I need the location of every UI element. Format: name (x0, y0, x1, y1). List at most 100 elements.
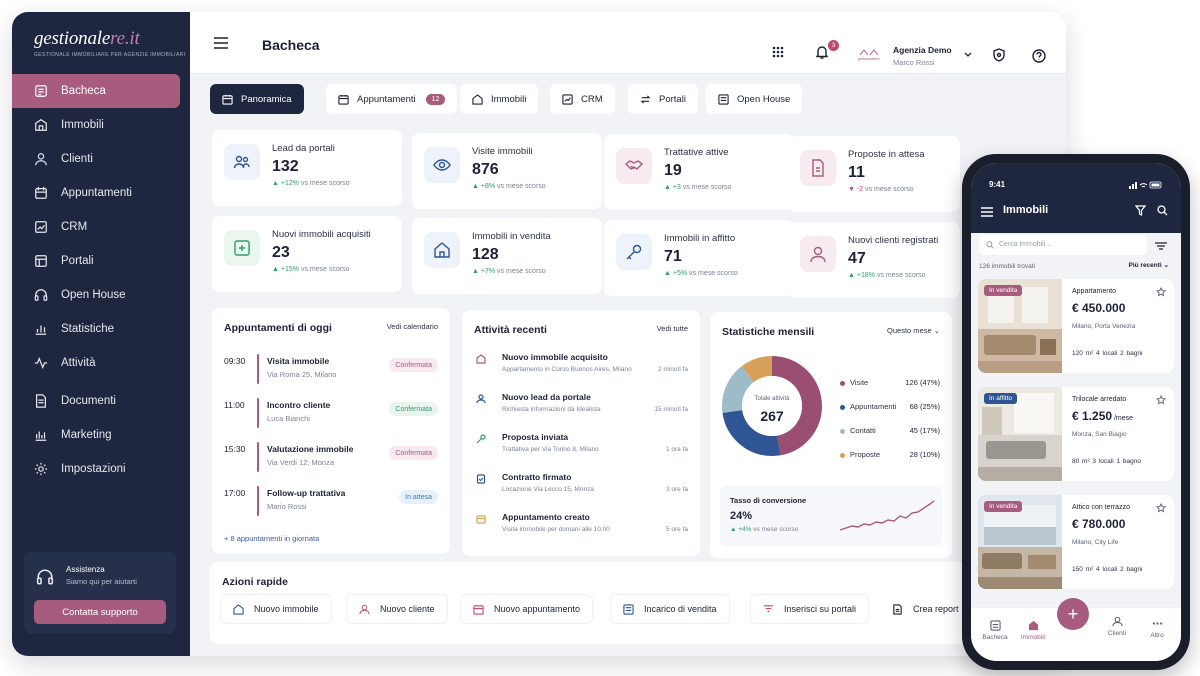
brand-tagline: GESTIONALE IMMOBILIARE PER AGENZIE IMMOB… (34, 52, 186, 58)
create-report-button[interactable]: Crea report (880, 594, 971, 624)
activity-row[interactable]: Proposta inviata Trattativa per Via Tori… (474, 432, 688, 464)
sidebar-item-documenti[interactable]: Documenti (12, 384, 190, 418)
status-badge: Confermata (389, 446, 438, 460)
calendar-icon (222, 94, 233, 105)
document-icon (476, 474, 486, 484)
kpi-card[interactable]: Proposte in attesa 11 ▼ -2 vs mese scors… (788, 136, 960, 212)
listing-card[interactable]: In affitto Trilocale arredato € 1.250 /m… (978, 387, 1174, 481)
marketing-icon (35, 431, 47, 441)
sidebar-item-impostazioni[interactable]: Impostazioni (12, 452, 190, 486)
activity-row[interactable]: Nuovo lead da portale Richiesta informaz… (474, 392, 688, 424)
calendar-icon (476, 515, 486, 524)
star-icon[interactable] (1156, 287, 1166, 297)
sidebar-item-crm[interactable]: CRM (12, 210, 190, 244)
kpi-card[interactable]: Nuovi clienti registrati 47 ▲ +18% vs me… (788, 222, 960, 298)
home-icon (1028, 620, 1038, 631)
quick-actions: Azioni rapide Nuovo immobile Nuovo clien… (210, 562, 1046, 644)
sort-dropdown[interactable]: Più recenti ⌄ (1128, 262, 1170, 269)
view-all-link[interactable]: Vedi tutte (656, 324, 688, 333)
tab-portali[interactable]: Portali (628, 84, 698, 114)
menu-icon[interactable] (214, 37, 228, 49)
appointment-time: 15:30 (224, 444, 246, 454)
search-input[interactable]: Cerca immobili... (979, 235, 1147, 255)
stats-card: Statistiche mensili Questo mese ⌄ Totale… (710, 312, 952, 558)
kpi-card[interactable]: Immobili in affitto 71 ▲ +5% vs mese sco… (604, 220, 794, 296)
help-icon[interactable] (1032, 49, 1046, 63)
conversion-value: 24% (730, 510, 753, 522)
appointment-row[interactable]: 17:00 Follow-up trattativa Mario Rossi I… (224, 486, 438, 522)
search-icon[interactable] (1157, 205, 1168, 216)
activity-row[interactable]: Appuntamento creato Visita immobile per … (474, 512, 688, 544)
tab-panoramica[interactable]: Panoramica (210, 84, 304, 114)
kpi-card[interactable]: Lead da portali 132 ▲ +12% vs mese scors… (212, 130, 402, 206)
appointment-title: Incontro cliente (267, 400, 331, 410)
tab-immobili[interactable]: Immobili (460, 84, 539, 114)
kpi-card[interactable]: Visite immobili 876 ▲ +8% vs mese scorso (412, 133, 602, 209)
phone-nav-bacheca[interactable]: Bacheca (977, 620, 1013, 641)
sidebar-item-clienti[interactable]: Clienti (12, 142, 190, 176)
property-photo (978, 387, 1062, 481)
sidebar-item-attivita[interactable]: Attività (12, 346, 190, 380)
crm-icon (35, 221, 47, 233)
listing-badge: In affitto (984, 393, 1018, 404)
appointment-row[interactable]: 09:30 Visita immobile Via Roma 25, Milan… (224, 354, 438, 390)
phone-nav-clienti[interactable]: Clienti (1099, 616, 1135, 637)
sidebar-item-appuntamenti[interactable]: Appuntamenti (12, 176, 190, 210)
user-icon (800, 236, 836, 272)
sliders-icon[interactable] (1155, 241, 1167, 251)
tab-crm[interactable]: CRM (550, 84, 615, 114)
kpi-card[interactable]: Nuovi immobili acquisiti 23 ▲ +15% vs me… (212, 216, 402, 292)
sidebar-item-portali[interactable]: Portali (12, 244, 190, 278)
dashboard-icon (35, 85, 47, 97)
shield-icon[interactable] (992, 48, 1006, 62)
agency-name[interactable]: Agenzia Demo (893, 45, 952, 55)
publish-portals-button[interactable]: Inserisci su portali (750, 594, 870, 624)
sidebar-item-marketing[interactable]: Marketing (12, 418, 190, 452)
kpi-card[interactable]: Immobili in vendita 128 ▲ +7% vs mese sc… (412, 218, 602, 294)
new-client-button[interactable]: Nuovo cliente (346, 594, 448, 624)
apps-grid-icon[interactable] (772, 46, 784, 58)
listing-price: € 780.000 (1072, 517, 1126, 531)
users-icon (224, 144, 260, 180)
chevron-down-icon[interactable] (964, 52, 972, 58)
phone-bottom-nav: Bacheca Immobili + Clienti Altro (971, 598, 1181, 661)
contact-support-button[interactable]: Contatta supporto (34, 600, 166, 624)
listing-card[interactable]: In vendita Appartamento € 450.000 Milano… (978, 279, 1174, 373)
star-icon[interactable] (1156, 503, 1166, 513)
sales-mandate-button[interactable]: Incarico di vendita (610, 594, 730, 624)
sidebar-item-open-house[interactable]: Open House (12, 278, 190, 312)
sidebar-item-statistiche[interactable]: Statistiche (12, 312, 190, 346)
tab-appuntamenti[interactable]: Appuntamenti 12 (326, 84, 458, 114)
listing-location: Milano, City Life (1072, 539, 1119, 546)
phone-nav-immobili[interactable]: Immobili (1015, 620, 1051, 641)
phone-nav-altro[interactable]: Altro (1139, 618, 1175, 639)
conversion-title: Tasso di conversione (730, 496, 807, 505)
activity-row[interactable]: Contratto firmato Locazione Via Lecco 15… (474, 472, 688, 504)
add-property-icon (224, 230, 260, 266)
brand-logo[interactable]: gestionalere.it GESTIONALE IMMOBILIARE P… (34, 28, 186, 58)
star-icon[interactable] (1156, 395, 1166, 405)
kpi-card[interactable]: Trattative attive 19 ▲ +3 vs mese scorso (604, 134, 794, 210)
conversion-delta: ▲ +4% vs mese scorso (730, 526, 799, 533)
kpi-label: Visite immobili (472, 146, 533, 157)
activity-row[interactable]: Nuovo immobile acquisito Appartamento in… (474, 352, 688, 384)
filter-icon[interactable] (1135, 205, 1146, 216)
new-appointment-button[interactable]: Nuovo appuntamento (460, 594, 594, 624)
activity-title: Attività recenti (474, 324, 547, 336)
add-button[interactable]: + (1057, 598, 1089, 630)
appointment-detail: Via Verdi 12, Monza (267, 458, 334, 467)
listing-card[interactable]: In vendita Attico con terrazzo € 780.000… (978, 495, 1174, 589)
period-dropdown[interactable]: Questo mese ⌄ (887, 326, 940, 335)
bell-icon[interactable] (815, 45, 829, 59)
kpi-delta: ▲ +7% vs mese scorso (472, 268, 546, 275)
sidebar-item-immobili[interactable]: Immobili (12, 108, 190, 142)
appointment-row[interactable]: 15:30 Valutazione immobile Via Verdi 12,… (224, 442, 438, 478)
view-calendar-link[interactable]: Vedi calendario (386, 322, 438, 331)
legend-item: Appuntamenti 68 (25%) (840, 402, 940, 416)
sidebar-item-bacheca[interactable]: Bacheca (12, 74, 180, 108)
menu-icon[interactable] (981, 207, 993, 217)
appointment-row[interactable]: 11:00 Incontro cliente Luca Bianchi Conf… (224, 398, 438, 434)
tab-open-house[interactable]: Open House (706, 84, 803, 114)
more-appointments-link[interactable]: + 8 appuntamenti in giornata (224, 534, 320, 543)
new-property-button[interactable]: Nuovo immobile (220, 594, 332, 624)
